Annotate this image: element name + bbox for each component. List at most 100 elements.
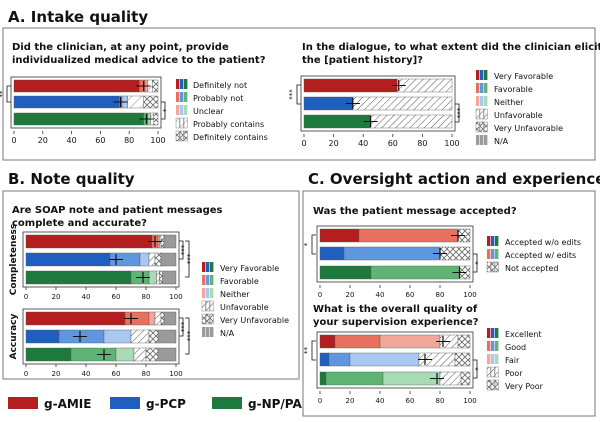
plot-frame-history [300, 75, 456, 132]
x-tick-label: 0 [318, 397, 322, 405]
bar-g-pcp-unfavorable [130, 329, 150, 344]
history-sig-right-label: *** [456, 107, 464, 118]
legend-swatch-part [479, 108, 484, 120]
bar-g-pcp-very-poor [454, 352, 471, 367]
bar-g-np-pa-very-favorable [25, 347, 72, 362]
bar-g-np-pa-very-unfavorable [145, 347, 159, 362]
bar-g-pcp-neither [103, 329, 132, 344]
legend-swatch-part [484, 96, 488, 106]
advice-sig-left [6, 85, 11, 103]
legend-swatch-part [487, 341, 491, 351]
x-tick-label: 40 [358, 139, 368, 148]
bar-g-amie-very-poor [457, 334, 471, 349]
accepted-legend-not-accepted: Not accepted [505, 264, 558, 273]
x-tick-label: 20 [329, 139, 339, 148]
supervision-sig-right-label: * [474, 367, 482, 371]
legend-swatch-part [484, 70, 488, 80]
legend-swatch-part [486, 366, 491, 378]
legend-swatch-part [480, 96, 484, 106]
group-legend-swatch-g-pcp [110, 397, 140, 409]
history-legend-favorable: Favorable [494, 85, 533, 94]
bar-g-np-pa-neither [115, 347, 135, 362]
bar-g-np-pa-accepted-w-o-edits [319, 265, 372, 280]
advice-legend-definitely-contains: Definitely contains [193, 133, 268, 142]
group-legend-swatch-g-np-pa [212, 397, 242, 409]
legend-swatch-part [476, 83, 480, 93]
bar-g-pcp-neither [139, 252, 150, 267]
soap-sig-accuracy-1 [179, 317, 184, 337]
bar-g-np-pa-excellent [319, 371, 327, 386]
accepted-sig-left [311, 234, 316, 255]
bar-g-np-pa-n-a [162, 270, 177, 285]
soap-sig-completeness-1-label: *** [180, 244, 188, 255]
legend-swatch [202, 262, 214, 272]
supervision-sig-left [311, 340, 316, 361]
section-a-frame [2, 27, 596, 161]
bar-g-amie-good [334, 334, 381, 349]
x-tick-label: 60 [388, 139, 398, 148]
legend-swatch-part [480, 83, 484, 93]
charts-layer: Did the clinician, at any point, provide… [0, 42, 600, 405]
legend-swatch [486, 261, 499, 273]
legend-swatch-part [491, 249, 495, 259]
plot-frame-soap-accuracy [22, 308, 180, 365]
plot-frame-soap-completeness [22, 231, 180, 288]
bar-g-pcp-fair [349, 352, 420, 367]
bar-g-pcp-unfavorable [148, 252, 156, 267]
legend-swatch-part [494, 261, 499, 273]
history-legend-unfavorable: Unfavorable [494, 111, 543, 120]
supervision-title-line1: What is the overall quality of [313, 304, 478, 315]
legend-swatch-part [487, 328, 491, 338]
history-legend-very-unfavorable: Very Unfavorable [494, 124, 563, 133]
bar-g-pcp-n-a [157, 329, 177, 344]
accepted-sig-right-label: * [474, 261, 482, 265]
bar-g-pcp-unfavorable [352, 96, 453, 111]
advice-sig-left-label: ** [0, 90, 6, 98]
bar-g-np-pa-neither [148, 270, 157, 285]
legend-swatch-part [483, 108, 488, 120]
accepted-legend-accepted-w-o-edits: Accepted w/o edits [505, 238, 581, 247]
bar-g-amie-very-favorable [303, 78, 398, 93]
legend-swatch-part [475, 108, 480, 120]
advice-legend-probably-not: Probably not [193, 94, 243, 103]
legend-swatch-part [201, 300, 206, 312]
bar-g-np-pa-definitely-not [13, 112, 144, 126]
legend-swatch-part [176, 92, 180, 102]
legend-swatch-part [475, 121, 480, 133]
history-legend-neither: Neither [494, 98, 524, 107]
x-tick-label: 80 [142, 370, 151, 378]
legend-swatch-part [494, 366, 499, 378]
x-tick-label: 40 [376, 291, 385, 299]
legend-swatch-part [480, 70, 484, 80]
advice-legend-probably-contains: Probably contains [193, 120, 264, 129]
legend-swatch-part [202, 262, 206, 272]
legend-swatch-part [486, 261, 491, 273]
legend-swatch [176, 105, 188, 115]
history-sig-right [455, 103, 460, 123]
bar-g-pcp-good [328, 352, 351, 367]
group-legend-label-g-np-pa: g-NP/PA [248, 397, 302, 411]
legend-swatch-part [495, 249, 499, 259]
legend-swatch [487, 249, 499, 259]
legend-swatch [476, 83, 488, 93]
history-title-line1: In the dialogue, to what extent did the … [302, 42, 600, 53]
history-sig-left [296, 84, 301, 105]
soap-sig-accuracy-1-label: *** [180, 321, 188, 332]
legend-swatch-part [180, 79, 184, 89]
bar-g-amie-n-a [163, 311, 177, 326]
legend-swatch-part [202, 288, 206, 298]
legend-swatch-part [476, 70, 480, 80]
history-legend-very-favorable: Very Favorable [494, 72, 553, 81]
bar-g-amie-accepted-w-edits [358, 228, 459, 243]
advice-legend-definitely-not: Definitely not [193, 81, 247, 90]
group-legend: g-AMIE g-PCP g-NP/PA [8, 397, 302, 411]
legend-swatch-part [206, 275, 210, 285]
history-legend-n-a: N/A [494, 137, 509, 146]
legend-swatch-part [183, 117, 188, 129]
soap-panel-label-accuracy: Accuracy [9, 313, 19, 359]
legend-swatch [487, 328, 499, 338]
bar-g-amie-fair [379, 334, 441, 349]
bar-g-np-pa-good [325, 371, 384, 386]
legend-swatch-part [209, 313, 214, 325]
